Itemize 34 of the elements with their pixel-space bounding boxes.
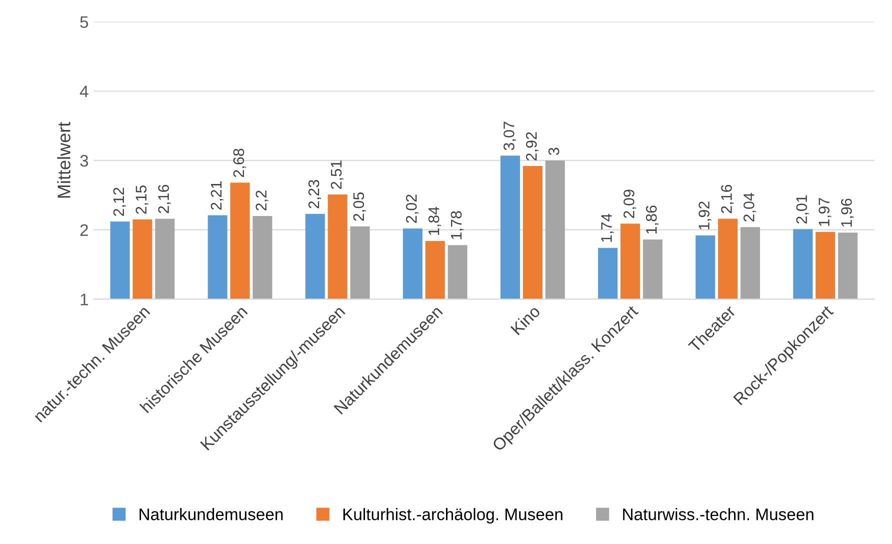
x-tick-label: Kino bbox=[510, 304, 541, 336]
y-tick-label: 5 bbox=[80, 16, 88, 28]
legend-label: Kulturhist.-archäolog. Museen bbox=[343, 508, 562, 524]
data-label: 3 bbox=[548, 148, 560, 156]
data-label: 1,97 bbox=[818, 198, 832, 226]
data-label: 2,2 bbox=[256, 190, 268, 210]
y-tick-label: 2 bbox=[80, 224, 88, 236]
data-label: 2,51 bbox=[330, 160, 344, 189]
data-label: 2,15 bbox=[136, 185, 148, 214]
data-label: 1,74 bbox=[601, 214, 614, 242]
y-tick-label: 3 bbox=[80, 154, 88, 167]
legend-label: Naturwiss.-techn. Museen bbox=[623, 508, 814, 520]
data-label: 1,92 bbox=[698, 202, 712, 230]
data-label: 1,86 bbox=[646, 206, 659, 234]
y-tick-label: 1 bbox=[80, 294, 88, 306]
data-label: 2,01 bbox=[796, 195, 809, 224]
data-label: 2,16 bbox=[158, 184, 171, 214]
data-label: 2,05 bbox=[353, 192, 366, 221]
y-tick-label: 4 bbox=[80, 86, 88, 98]
data-label: 1,78 bbox=[450, 211, 464, 240]
legend-label: Naturkundemuseen bbox=[140, 508, 283, 520]
data-label: 2,02 bbox=[406, 194, 419, 223]
data-label: 2,16 bbox=[721, 184, 734, 214]
y-axis-title: Mittelwert bbox=[57, 122, 70, 198]
data-label: 2,04 bbox=[744, 192, 756, 222]
data-label: 2,12 bbox=[113, 188, 126, 216]
data-label: 2,68 bbox=[233, 148, 246, 178]
data-label: 1,84 bbox=[428, 206, 442, 235]
data-label: 2,09 bbox=[624, 190, 636, 218]
data-label: 1,96 bbox=[841, 198, 854, 227]
data-label: 2,92 bbox=[526, 132, 539, 160]
data-label: 2,21 bbox=[210, 181, 224, 210]
data-label: 3,07 bbox=[504, 122, 516, 150]
data-label: 2,23 bbox=[308, 180, 322, 208]
